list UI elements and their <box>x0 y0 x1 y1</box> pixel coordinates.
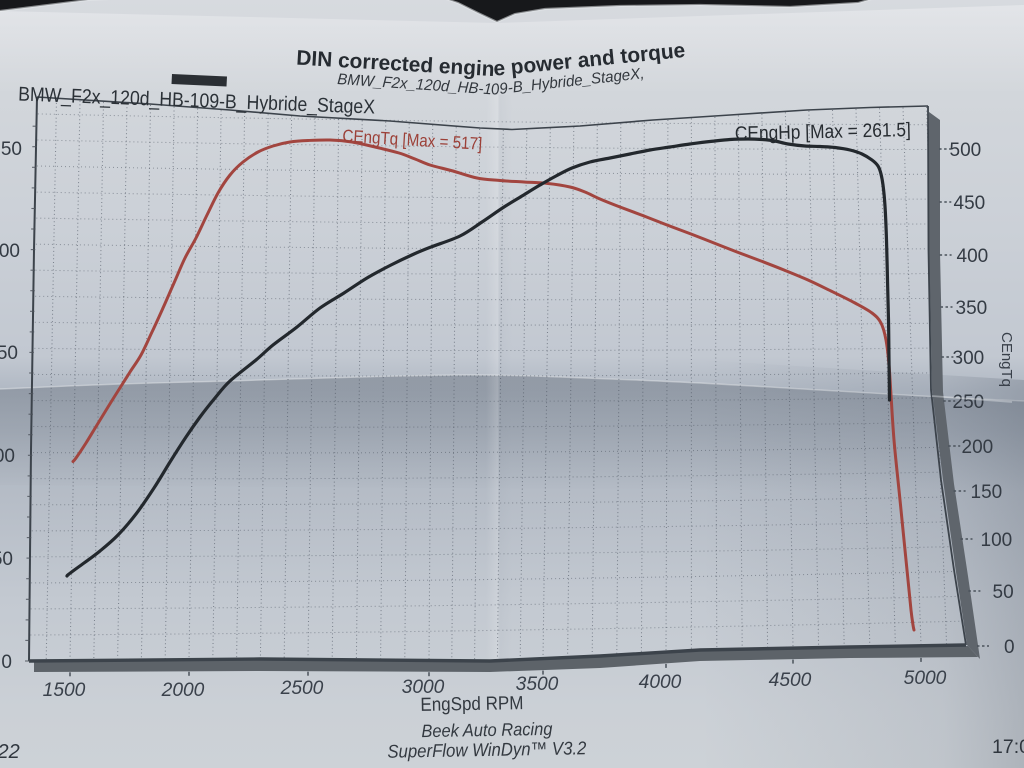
svg-text:200: 200 <box>0 241 20 262</box>
svg-text:150: 150 <box>0 343 18 364</box>
svg-text:0: 0 <box>1 652 12 673</box>
svg-text:17:0: 17:0 <box>992 736 1024 758</box>
svg-text:SuperFlow WinDyn™ V3.2: SuperFlow WinDyn™ V3.2 <box>387 737 587 761</box>
svg-text:2500: 2500 <box>280 678 324 699</box>
svg-text:250: 250 <box>0 139 22 160</box>
svg-text:500: 500 <box>950 140 982 161</box>
svg-text:250: 250 <box>953 392 985 413</box>
svg-text:3000: 3000 <box>402 677 445 698</box>
svg-text:400: 400 <box>957 246 989 267</box>
svg-text:2000: 2000 <box>161 680 205 701</box>
svg-text:CEngHp [Max = 261.5]: CEngHp [Max = 261.5] <box>735 119 911 145</box>
svg-text:4500: 4500 <box>769 670 812 691</box>
svg-text:0: 0 <box>1004 637 1015 658</box>
svg-text:3500: 3500 <box>516 674 559 695</box>
svg-text:150: 150 <box>971 482 1003 503</box>
svg-text:100: 100 <box>0 446 15 467</box>
svg-text:100: 100 <box>981 530 1013 551</box>
svg-text:300: 300 <box>953 348 985 369</box>
svg-text:5000: 5000 <box>904 668 947 689</box>
svg-text:Beek Auto Racing: Beek Auto Racing <box>421 719 552 741</box>
svg-text:50: 50 <box>993 582 1014 603</box>
svg-text:4000: 4000 <box>639 672 682 693</box>
svg-text:CEngTq: CEngTq <box>998 332 1015 387</box>
svg-text:EngSpd RPM: EngSpd RPM <box>420 693 523 716</box>
svg-text:350: 350 <box>956 298 988 319</box>
svg-text:1500: 1500 <box>43 680 86 701</box>
svg-text:450: 450 <box>954 193 986 214</box>
svg-text:/22: /22 <box>0 741 20 763</box>
svg-text:200: 200 <box>962 437 994 458</box>
svg-text:50: 50 <box>0 549 13 570</box>
